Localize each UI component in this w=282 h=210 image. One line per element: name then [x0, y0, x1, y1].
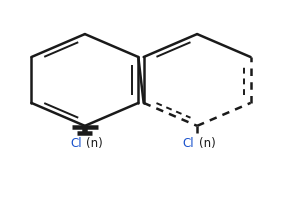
Text: Cl: Cl	[70, 137, 82, 150]
Text: (n): (n)	[199, 137, 215, 150]
Text: Cl: Cl	[183, 137, 194, 150]
Text: (n): (n)	[86, 137, 103, 150]
